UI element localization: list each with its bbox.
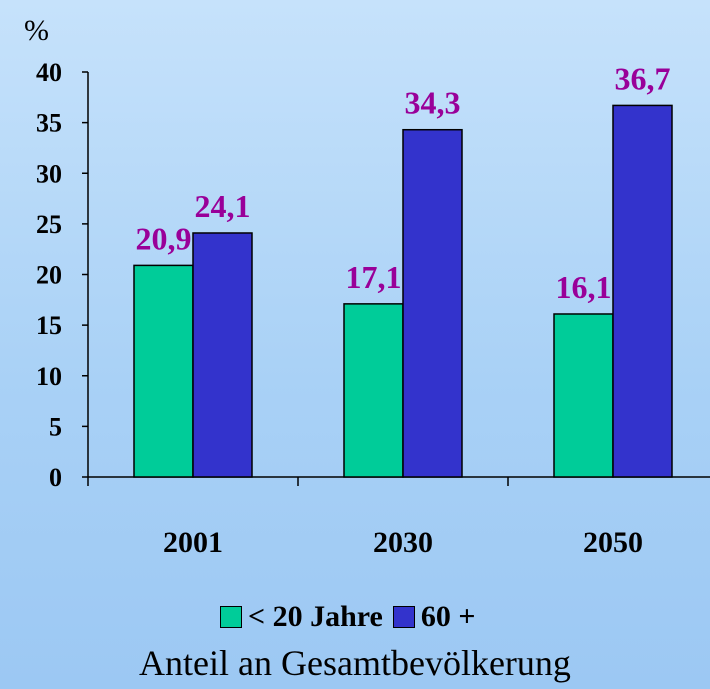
data-label: 16,1 [556, 269, 612, 305]
bar-60-plus [192, 232, 253, 478]
y-tick-label: 40 [36, 58, 62, 87]
bar-under-20 [553, 313, 614, 478]
y-tick-label: 5 [49, 412, 62, 441]
legend: < 20 Jahre 60 + [220, 600, 620, 634]
y-tick-label: 0 [49, 463, 62, 492]
x-tick-label: 2030 [373, 526, 433, 559]
chart-caption: Anteil an Gesamtbevölkerung [139, 643, 571, 683]
x-tick-label: 2050 [583, 526, 643, 559]
legend-label-60-plus: 60 + [420, 600, 476, 633]
x-tick-label: 2001 [163, 526, 223, 559]
y-tick-label: 20 [36, 261, 62, 290]
data-label: 24,1 [195, 188, 251, 224]
legend-item-60-plus: 60 + [392, 600, 476, 634]
y-tick-label: 30 [36, 159, 62, 188]
y-tick-label: 10 [36, 362, 62, 391]
bar-60-plus [402, 128, 463, 478]
bar-under-20 [133, 264, 194, 478]
legend-item-under-20: < 20 Jahre [220, 600, 383, 634]
data-label: 20,9 [136, 220, 192, 256]
bar-under-20 [343, 303, 404, 478]
y-tick-label: 15 [36, 311, 62, 340]
legend-label-under-20: < 20 Jahre [248, 600, 383, 633]
data-label: 17,1 [346, 259, 402, 295]
y-axis-unit-label: % [24, 14, 49, 47]
bar-60-plus [612, 104, 673, 478]
legend-swatch-60-plus [392, 606, 415, 628]
y-tick-label: 35 [36, 109, 62, 138]
data-label: 34,3 [405, 85, 461, 121]
bar-chart: % 0 5 10 15 20 25 30 35 40 20,924,1 2001 17,1 34,3 203… [24, 14, 710, 559]
y-tick-label: 25 [36, 210, 62, 239]
legend-swatch-under-20 [220, 606, 242, 628]
data-label: 36,7 [615, 60, 671, 96]
